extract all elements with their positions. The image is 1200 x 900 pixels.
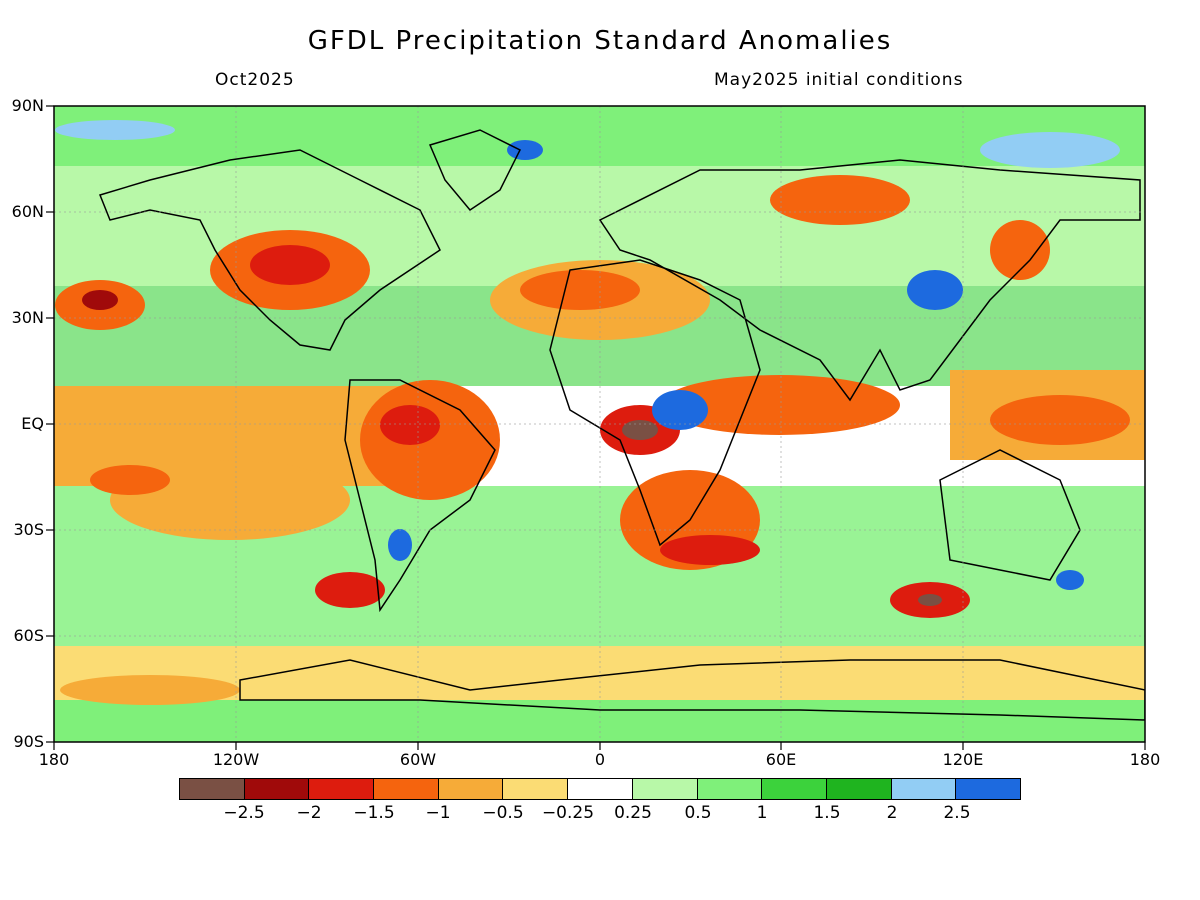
- lat-label-30n: 30N: [11, 308, 44, 327]
- colorbar-label: −1.5: [353, 803, 395, 823]
- colorbar-label: 0.5: [684, 803, 712, 823]
- colorbar-swatch: [438, 779, 504, 799]
- colorbar-label: 0.25: [614, 803, 652, 823]
- lat-label-90n: 90N: [11, 96, 44, 115]
- lon-label-0: 0: [594, 750, 606, 769]
- coastlines: [98, 129, 1145, 721]
- colorbar-label: 1: [756, 803, 768, 823]
- colorbar-label: −0.25: [541, 803, 595, 823]
- axis-ticks: [46, 105, 1146, 750]
- colorbar-label: 1.5: [813, 803, 841, 823]
- colorbar-label: −2: [296, 803, 322, 823]
- lat-label-60s: 60S: [13, 626, 44, 645]
- colorbar: [179, 778, 1021, 800]
- colorbar-swatch: [632, 779, 698, 799]
- colorbar-swatch: [568, 779, 633, 799]
- lat-label-90s: 90S: [13, 732, 44, 751]
- colorbar-swatch: [826, 779, 892, 799]
- map-title: GFDL Precipitation Standard Anomalies: [307, 26, 893, 56]
- init-conditions-label: May2025 initial conditions: [714, 70, 964, 90]
- lat-label-eq: EQ: [21, 414, 44, 433]
- colorbar-swatch: [503, 779, 569, 799]
- colorbar-swatch: [956, 779, 1020, 799]
- colorbar-label: −0.5: [482, 803, 524, 823]
- lon-label-180w: 180: [38, 750, 70, 769]
- lat-label-30s: 30S: [13, 520, 44, 539]
- colorbar-label: −1: [425, 803, 451, 823]
- colorbar-swatch: [244, 779, 310, 799]
- valid-month-label: Oct2025: [215, 70, 295, 90]
- colorbar-swatch: [762, 779, 827, 799]
- lon-label-180e: 180: [1129, 750, 1161, 769]
- colorbar-swatch: [891, 779, 957, 799]
- colorbar-label: −2.5: [223, 803, 265, 823]
- colorbar-swatch: [374, 779, 439, 799]
- lon-label-120w: 120W: [212, 750, 260, 769]
- lon-label-120e: 120E: [942, 750, 984, 769]
- colorbar-label: 2: [886, 803, 898, 823]
- lon-label-60w: 60W: [399, 750, 437, 769]
- colorbar-swatch: [697, 779, 763, 799]
- colorbar-swatch: [180, 779, 245, 799]
- lon-label-60e: 60E: [765, 750, 797, 769]
- colorbar-label: 2.5: [943, 803, 971, 823]
- colorbar-swatch: [309, 779, 375, 799]
- lat-label-60n: 60N: [11, 202, 44, 221]
- gridlines: [54, 106, 1145, 742]
